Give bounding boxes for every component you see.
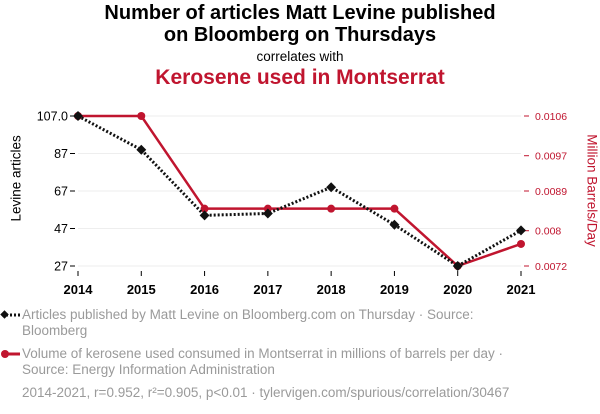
y-right-tick-label: 0.0089	[535, 186, 567, 198]
series-kerosene-point	[137, 112, 146, 120]
legend-swatch-kerosene	[1, 350, 20, 358]
chart-subtitle: correlates with	[256, 49, 344, 64]
series-kerosene-point	[327, 204, 336, 213]
chart-title-line1: Number of articles Matt Levine published	[104, 2, 496, 24]
y-right-tick-label: 0.008	[535, 226, 561, 238]
series-levine-point	[73, 111, 83, 121]
series-kerosene-line	[78, 114, 522, 268]
chart-title-line2: on Bloomberg on Thursdays	[163, 24, 437, 46]
series-levine-point	[389, 219, 400, 230]
footer-stats: 2014-2021, r=0.952, r²=0.905, p<0.01 · t…	[22, 385, 510, 400]
x-tick-label: 2019	[380, 282, 409, 297]
x-tick-label: 2020	[443, 282, 472, 297]
series-levine-point	[262, 208, 273, 219]
chart-title: Number of articles Matt Levine published…	[0, 2, 600, 46]
x-tick-label: 2021	[507, 282, 536, 297]
y-left-tick-label: 87	[54, 147, 68, 161]
series-kerosene-point	[200, 204, 209, 213]
y-left-tick-label: 107.0	[37, 110, 68, 124]
x-tick-label: 2018	[317, 282, 346, 297]
x-tick-label: 2015	[127, 282, 156, 297]
y-left-tick-label: 27	[54, 260, 68, 274]
legend-marker-levine	[0, 310, 9, 319]
y-left-tick-label: 47	[54, 222, 68, 236]
y-left-tick-label: 67	[54, 185, 68, 199]
series-levine-point	[326, 182, 337, 193]
x-tick-label: 2014	[64, 282, 94, 297]
x-tick-label: 2017	[253, 282, 282, 297]
series-levine-point	[136, 144, 147, 155]
legend-text-levine: Articles published by Matt Levine on Blo…	[22, 307, 474, 338]
series-kerosene-point	[390, 204, 399, 213]
chart-title-secondary: Kerosene used in Montserrat	[155, 66, 445, 89]
legend-marker-kerosene	[1, 350, 9, 358]
series-kerosene-point	[517, 239, 525, 248]
y-right-tick-label: 0.0072	[535, 261, 567, 273]
y-right-tick-label: 0.0097	[535, 151, 567, 163]
series-levine-line	[77, 114, 522, 268]
series-levine-point	[199, 210, 210, 221]
x-tick-label: 2016	[190, 282, 219, 297]
legend-text-kerosene: Volume of kerosene used consumed in Mont…	[22, 346, 503, 377]
series-levine-point	[452, 261, 463, 271]
legend-swatch-levine	[0, 310, 20, 319]
series-levine-point	[516, 225, 526, 236]
y-right-tick-label: 0.0106	[535, 111, 567, 123]
